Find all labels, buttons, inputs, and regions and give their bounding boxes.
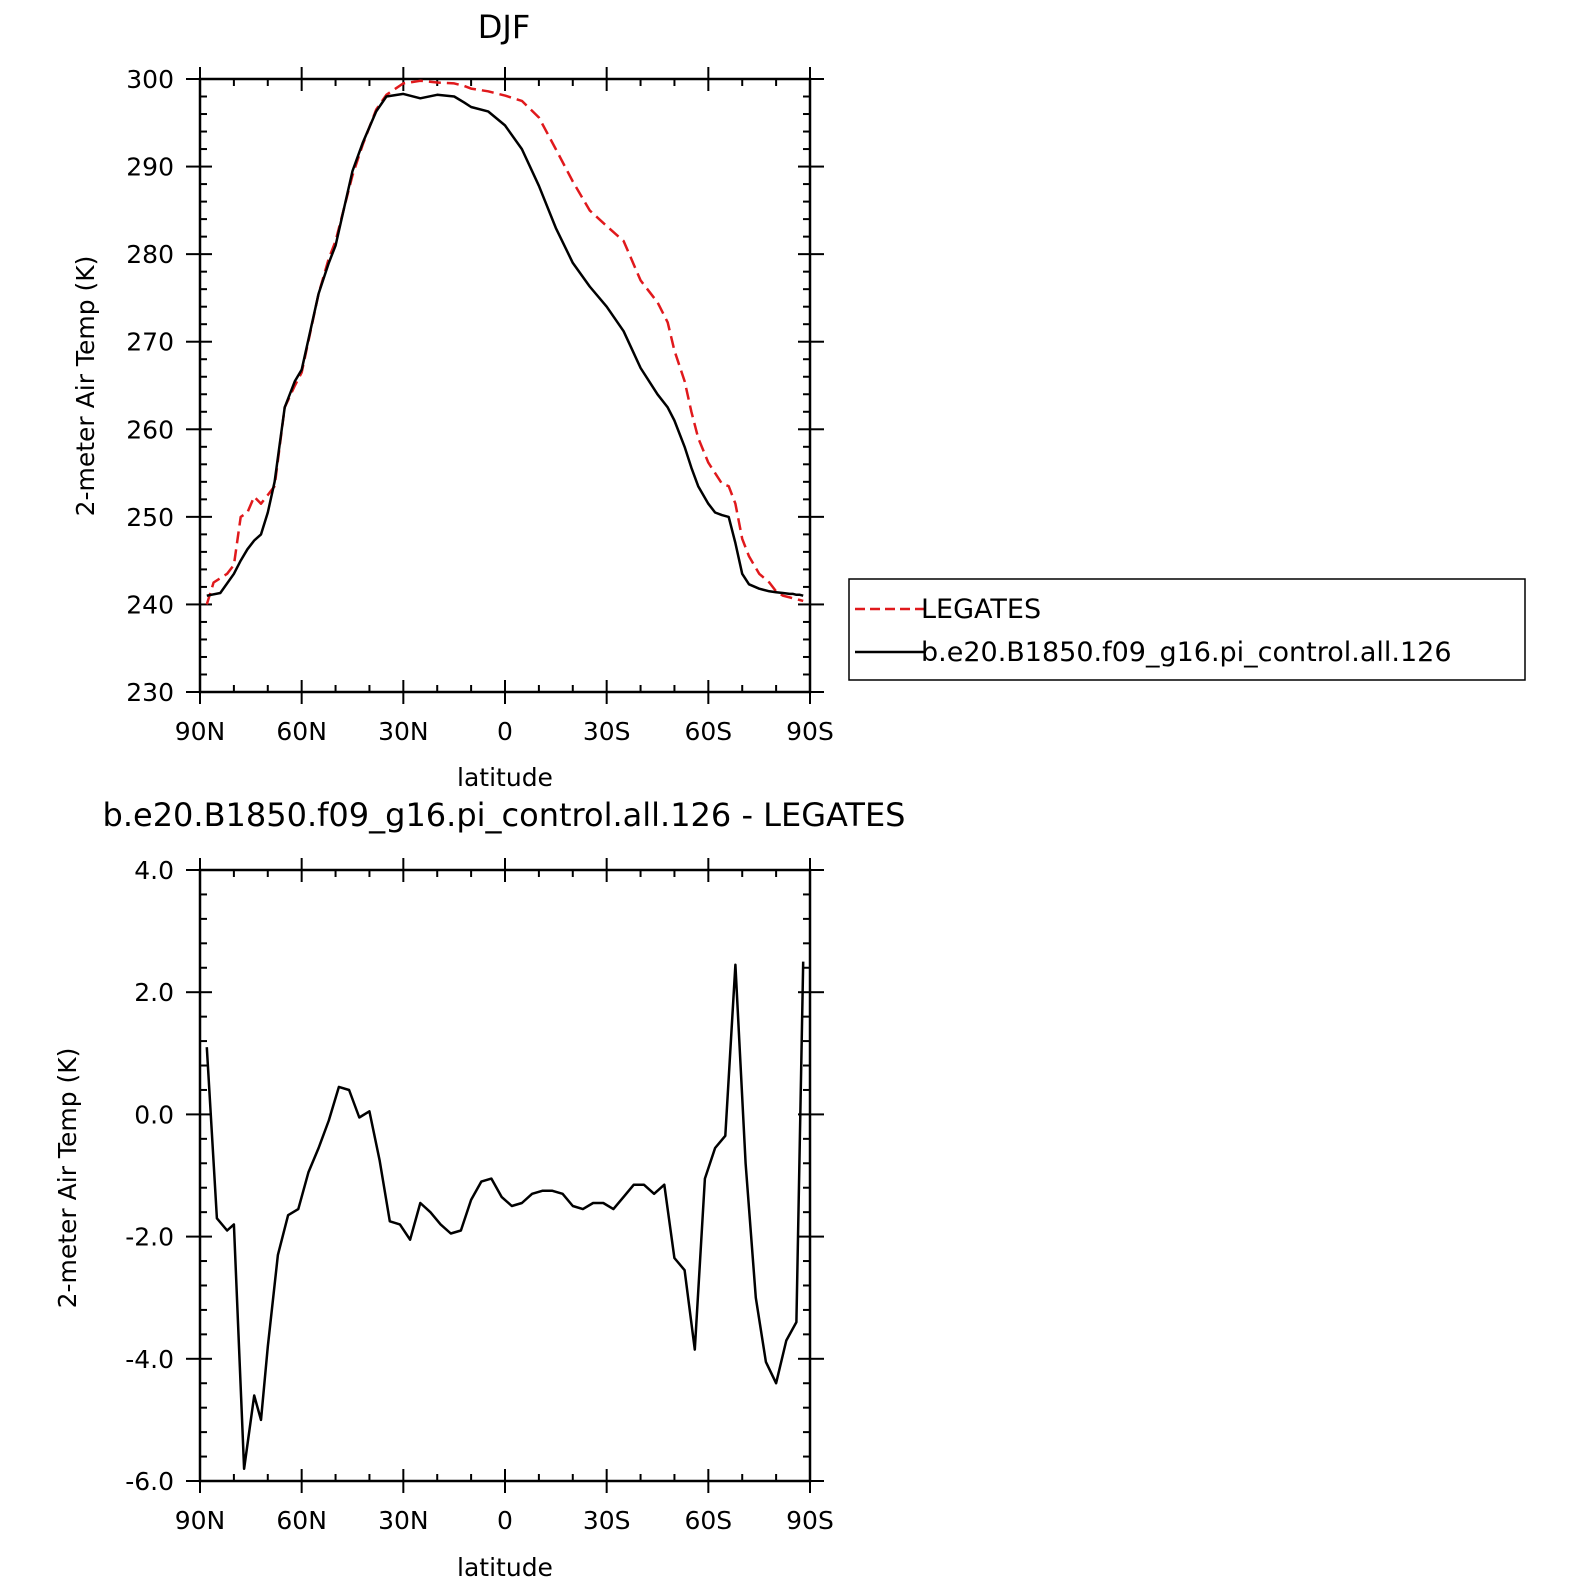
top-y-tick-label: 300 bbox=[126, 65, 174, 94]
top-series-line-1 bbox=[206, 92, 804, 597]
bottom-plot-series bbox=[205, 961, 805, 1471]
bottom-x-tick-label: 30S bbox=[583, 1506, 631, 1535]
bottom-chart-title: b.e20.B1850.f09_g16.pi_control.all.126 -… bbox=[103, 796, 906, 834]
bottom-plot-axes: 90N 60N 30N 0 30S 60S 90S -6.0 -4.0 -2.0 0.0 2.0 4.0 bbox=[125, 856, 834, 1535]
bottom-y-tick-label: 0.0 bbox=[134, 1100, 174, 1129]
top-y-tick-label: 260 bbox=[126, 415, 174, 444]
top-x-tick-label: 60N bbox=[276, 717, 327, 746]
bottom-y-tick-label: 4.0 bbox=[134, 856, 174, 885]
top-y-tick-label: 270 bbox=[126, 328, 174, 357]
bottom-x-tick-label: 90S bbox=[786, 1506, 834, 1535]
bottom-x-tick-label: 60S bbox=[684, 1506, 732, 1535]
legend-box bbox=[848, 578, 1526, 681]
top-y-tick-label: 230 bbox=[126, 678, 174, 707]
top-x-tick-label: 30S bbox=[583, 717, 631, 746]
top-x-tick-label: 90N bbox=[175, 717, 226, 746]
bottom-y-tick-label: -6.0 bbox=[125, 1467, 174, 1496]
bottom-x-tick-label: 30N bbox=[378, 1506, 429, 1535]
top-y-tick-label: 280 bbox=[126, 240, 174, 269]
bottom-series-line-0 bbox=[205, 961, 805, 1471]
bottom-y-axis-label: 2-meter Air Temp (K) bbox=[53, 1048, 82, 1309]
top-series-line-0 bbox=[205, 79, 804, 605]
top-plot-frame bbox=[198, 77, 812, 694]
top-x-tick-label: 0 bbox=[497, 717, 513, 746]
bottom-x-axis-label: latitude bbox=[457, 1553, 553, 1582]
legend-label-legates: LEGATES bbox=[921, 594, 1041, 625]
top-y-tick-label: 290 bbox=[126, 153, 174, 182]
top-y-tick-label: 250 bbox=[126, 503, 174, 532]
top-x-tick-label: 30N bbox=[378, 717, 429, 746]
top-plot-axes: 90N 60N 30N 0 30S 60S 90S 230 240 250 260 270 280 290… bbox=[126, 65, 834, 746]
bottom-x-tick-label: 0 bbox=[497, 1506, 513, 1535]
top-y-axis-label: 2-meter Air Temp (K) bbox=[71, 256, 100, 517]
top-x-tick-label: 60S bbox=[684, 717, 732, 746]
top-chart-title: DJF bbox=[478, 8, 530, 46]
legend: LEGATES b.e20.B1850.f09_g16.pi_control.a… bbox=[848, 578, 1526, 681]
bottom-x-tick-label: 60N bbox=[276, 1506, 327, 1535]
bottom-x-tick-label: 90N bbox=[175, 1506, 226, 1535]
bottom-plot-frame bbox=[198, 868, 812, 1483]
bottom-plot: b.e20.B1850.f09_g16.pi_control.all.126 -… bbox=[53, 796, 905, 1582]
top-y-tick-label: 240 bbox=[126, 590, 174, 619]
bottom-y-tick-label: -2.0 bbox=[125, 1223, 174, 1252]
top-plot: DJF 90N 60N 30N 0 30S 60S 90S 230 240 250 260 270 28… bbox=[71, 8, 834, 792]
bottom-y-tick-label: -4.0 bbox=[125, 1345, 174, 1374]
bottom-y-tick-label: 2.0 bbox=[134, 978, 174, 1007]
top-x-tick-label: 90S bbox=[786, 717, 834, 746]
legend-label-model: b.e20.B1850.f09_g16.pi_control.all.126 bbox=[921, 637, 1452, 668]
top-x-axis-label: latitude bbox=[457, 763, 553, 792]
top-plot-series bbox=[205, 79, 804, 605]
